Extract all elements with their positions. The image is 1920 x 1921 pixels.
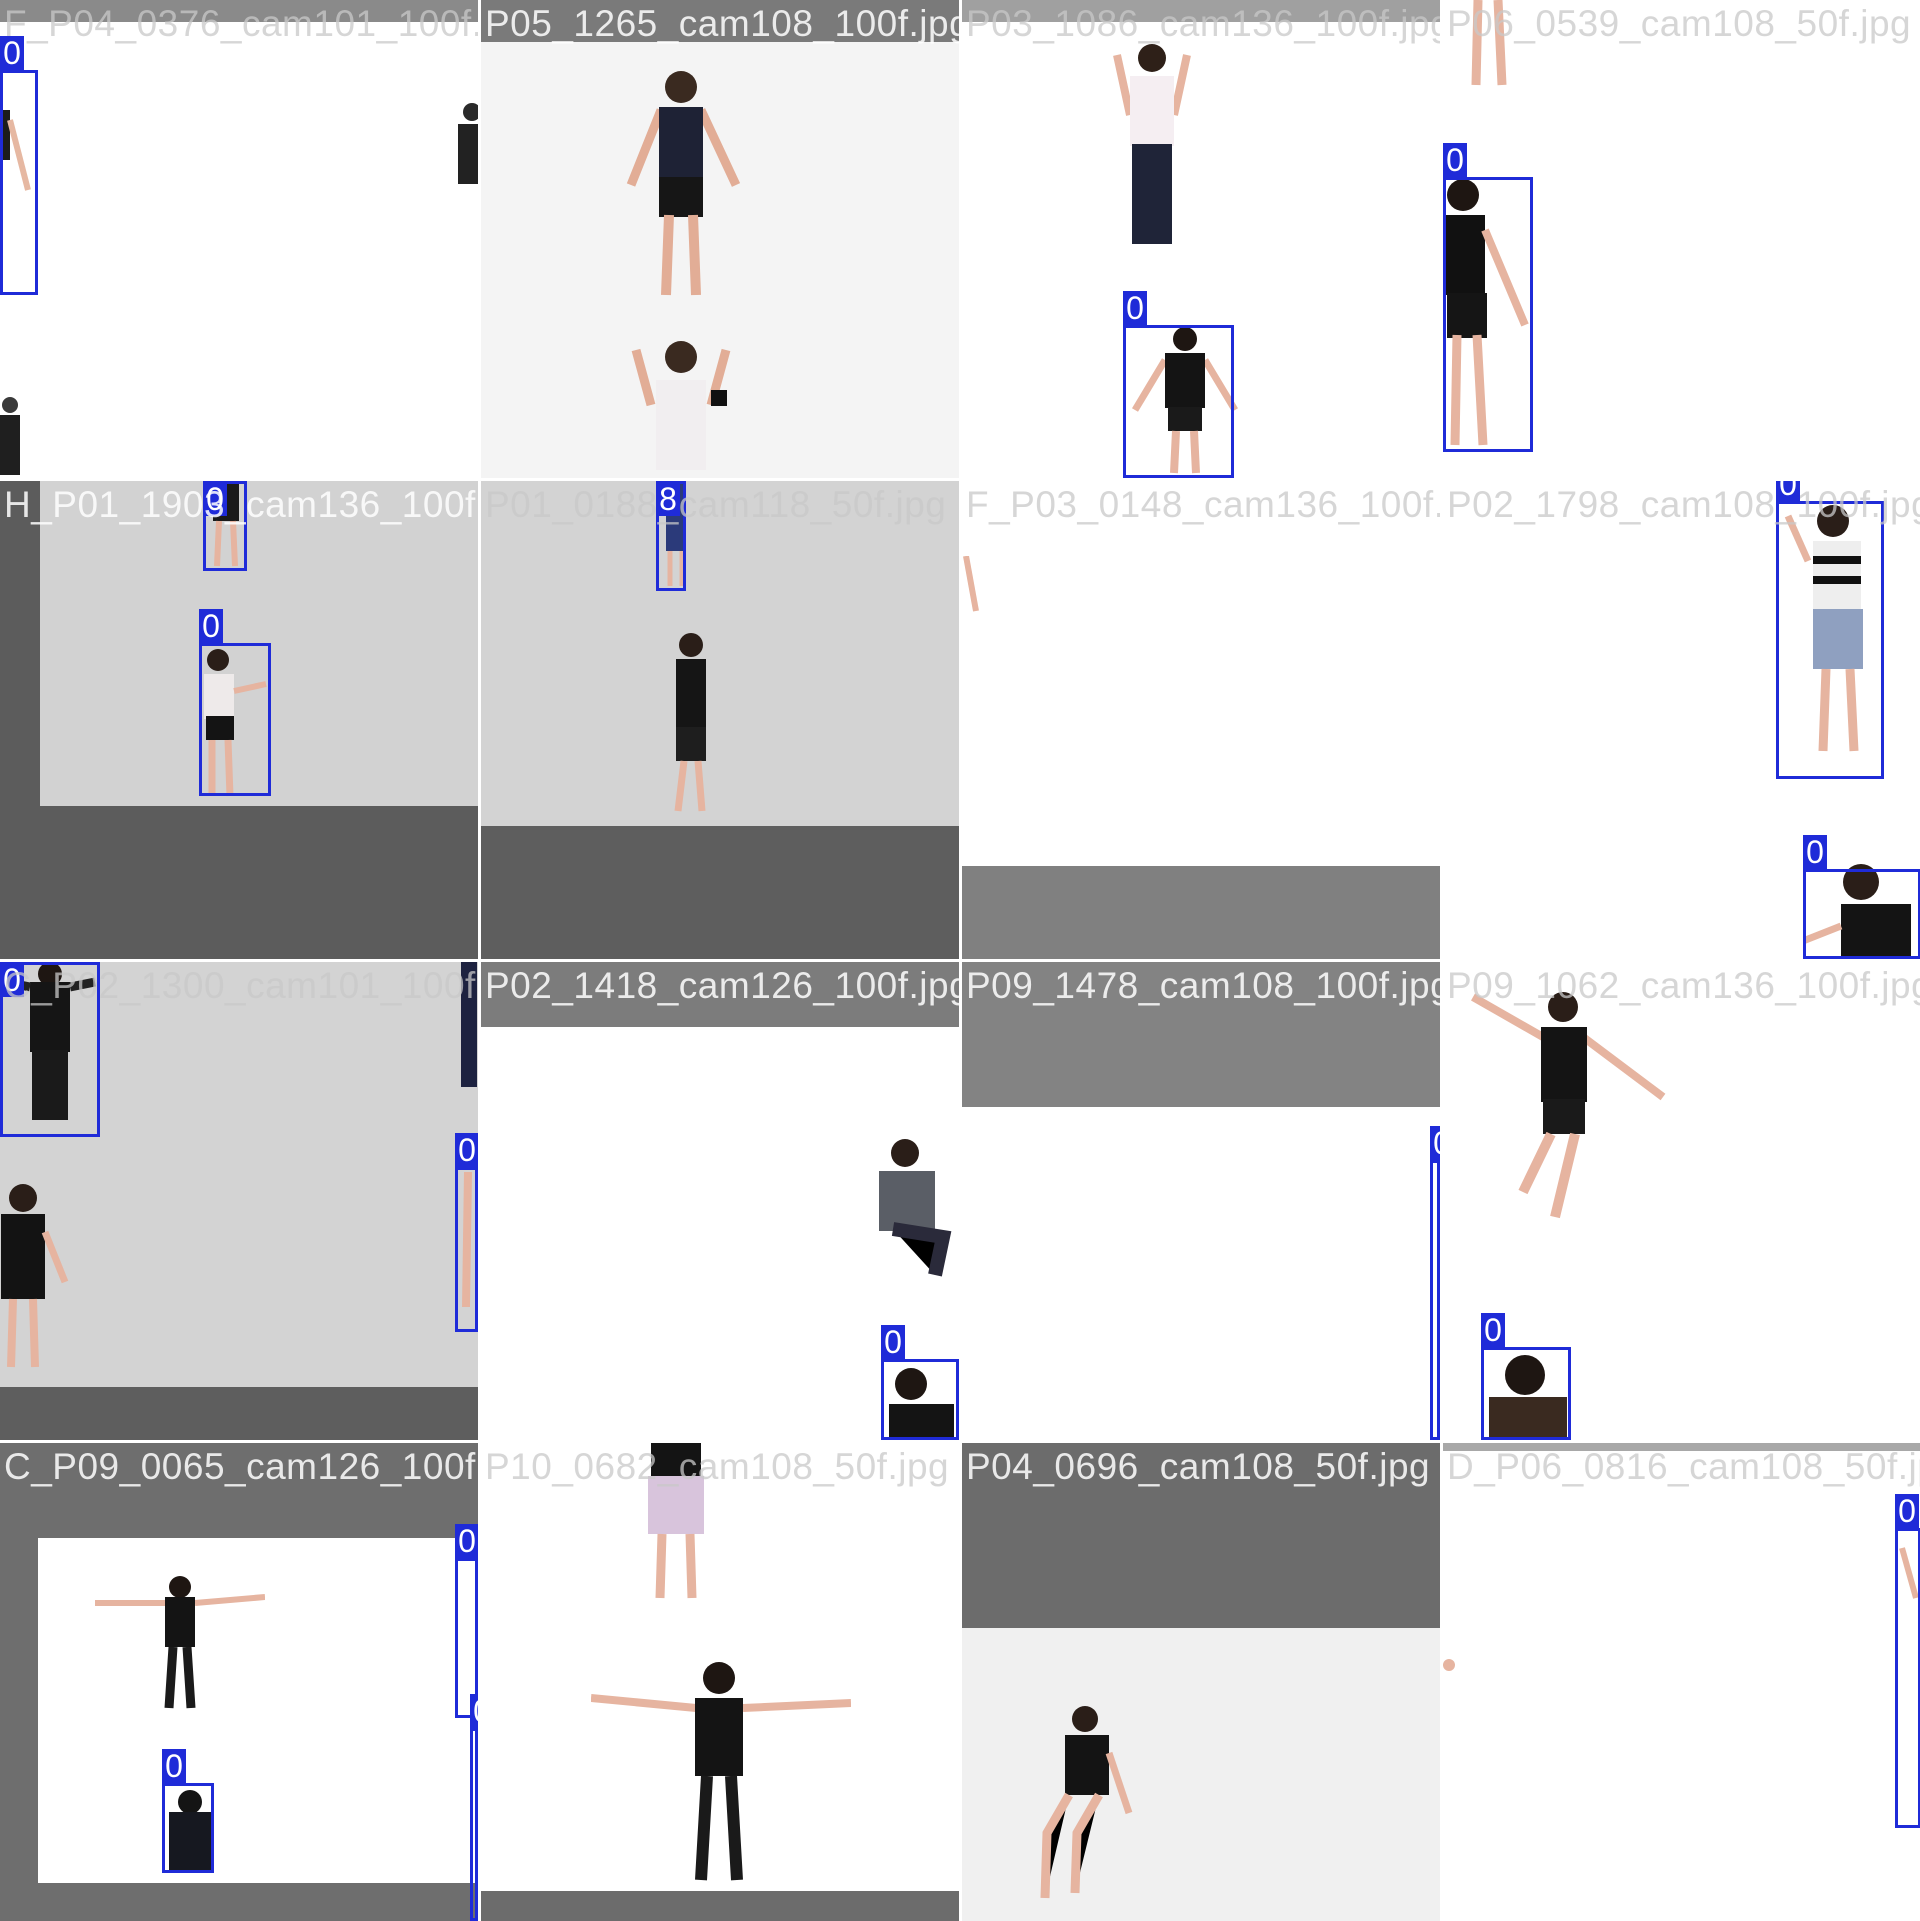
detection-label: 0	[0, 36, 24, 70]
person-figure	[461, 962, 477, 1087]
detection-box: 0	[1481, 1313, 1571, 1440]
detection-label: 0	[1443, 446, 1447, 478]
person-figure	[0, 397, 20, 475]
person-figure	[1471, 0, 1507, 86]
tile-caption: C_P09_0065_cam126_100f.jpg	[4, 1446, 478, 1487]
tile-caption: D_P06_0816_cam108_50f.jpg	[1447, 1446, 1920, 1487]
person-figure	[591, 1662, 851, 1881]
detection-label: 0	[203, 482, 227, 516]
person-figure	[889, 1368, 954, 1440]
detection-box: 0	[162, 1749, 214, 1873]
detection-box: 0	[1443, 143, 1533, 452]
detection-box: 8	[656, 481, 686, 591]
person-figure	[631, 341, 731, 470]
detection-label: 0	[455, 1524, 478, 1558]
person-figure	[95, 1576, 265, 1709]
person-figure	[1471, 992, 1666, 1219]
detection-label: 0	[1895, 1494, 1919, 1528]
detection-label: 0	[881, 1325, 905, 1359]
person-figure	[1899, 1547, 1919, 1599]
person-figure	[648, 1443, 704, 1599]
tile-caption: F_P03_0148_cam136_100f.jpg	[966, 484, 1440, 525]
person-figure	[879, 1139, 952, 1277]
tile: C_P02_1300_cam101_100f.jpg 0 0	[0, 962, 478, 1440]
tile: H_P01_1903_cam136_100f.jpg 0 0	[0, 481, 478, 959]
tile: P10_0682_cam108_50f.jpg	[481, 1443, 959, 1921]
detection-label: 0	[1776, 481, 1800, 501]
gray-band	[0, 1387, 478, 1440]
tile: C_P09_0065_cam126_100f.jpg 0 0 0	[0, 1443, 478, 1921]
tile: P05_1265_cam108_100f.jpg	[481, 0, 959, 478]
detection-box: 0	[1776, 481, 1884, 779]
person-figure	[462, 1172, 472, 1308]
detection-box: 0	[455, 1133, 478, 1332]
person-figure	[1131, 327, 1239, 474]
detection-label: 0	[0, 963, 24, 997]
detection-label: 0	[1123, 291, 1147, 325]
gray-band	[1443, 1443, 1920, 1451]
detection-box: 0	[199, 609, 271, 796]
detection-box: 0	[455, 1524, 478, 1718]
tile: P02_1798_cam108_100f.jpg 0 0	[1443, 481, 1920, 959]
detection-label: 0	[1481, 1313, 1505, 1347]
tile: P06_0539_cam108_50f.jpg 0 0	[1443, 0, 1920, 478]
gray-band	[962, 1443, 1440, 1628]
gray-band	[481, 826, 959, 959]
person-figure	[1113, 44, 1191, 244]
person-figure	[963, 556, 979, 612]
person-figure	[1040, 1706, 1133, 1899]
detection-box: 0	[1430, 1126, 1440, 1440]
person-figure	[674, 633, 706, 812]
tile: D_P06_0816_cam108_50f.jpg 0	[1443, 1443, 1920, 1921]
detection-box: 0	[470, 1694, 478, 1921]
person-figure	[1489, 1355, 1567, 1440]
person-figure	[1443, 1659, 1455, 1671]
person-figure	[1803, 864, 1911, 959]
person-figure	[1, 1184, 69, 1368]
detection-label: 0	[199, 609, 223, 643]
gray-band	[962, 962, 1440, 1107]
gray-band	[962, 0, 1440, 22]
detection-label: 0	[455, 1133, 478, 1167]
person-figure	[0, 110, 31, 191]
tile: P04_0696_cam108_50f.jpg	[962, 1443, 1440, 1921]
tile-caption: P01_0188_cam118_50f.jpg	[485, 484, 947, 525]
gray-band	[481, 962, 959, 1027]
detection-box: 0	[1803, 835, 1920, 959]
detection-box: 0	[1123, 291, 1234, 478]
detection-label: 0	[1443, 143, 1467, 177]
detection-box: 0	[203, 481, 247, 571]
detection-label: 0	[1430, 1126, 1440, 1160]
person-figure	[626, 71, 741, 296]
detection-label: 0	[162, 1749, 186, 1783]
gray-band	[0, 0, 478, 22]
person-figure	[204, 649, 267, 797]
detection-box: 0	[1895, 1494, 1920, 1828]
tile: P02_1418_cam126_100f.jpg 0	[481, 962, 959, 1440]
person-figure	[458, 103, 478, 184]
tile: P09_1062_cam136_100f.jpg 0	[1443, 962, 1920, 1440]
person-figure	[1784, 505, 1863, 752]
tile: P09_1478_cam108_100f.jpg 0	[962, 962, 1440, 1440]
gray-band	[481, 1891, 959, 1921]
detection-label: 0	[1803, 835, 1827, 869]
detection-label: 8	[656, 482, 680, 516]
detection-box: 0	[0, 962, 100, 1137]
person-figure	[1445, 179, 1529, 446]
tile: P03_1086_cam136_100f.jpg 0	[962, 0, 1440, 478]
tile: F_P04_0376_cam101_100f.jpg 0	[0, 0, 478, 478]
person-figure	[169, 1790, 211, 1870]
gray-band	[481, 0, 959, 42]
tile: F_P03_0148_cam136_100f.jpg	[962, 481, 1440, 959]
detection-label: 0	[470, 1694, 478, 1728]
gray-band	[962, 866, 1440, 959]
detection-box: 0	[881, 1325, 959, 1440]
detection-box: 0	[0, 36, 38, 295]
tile: P01_0188_cam118_50f.jpg 8	[481, 481, 959, 959]
